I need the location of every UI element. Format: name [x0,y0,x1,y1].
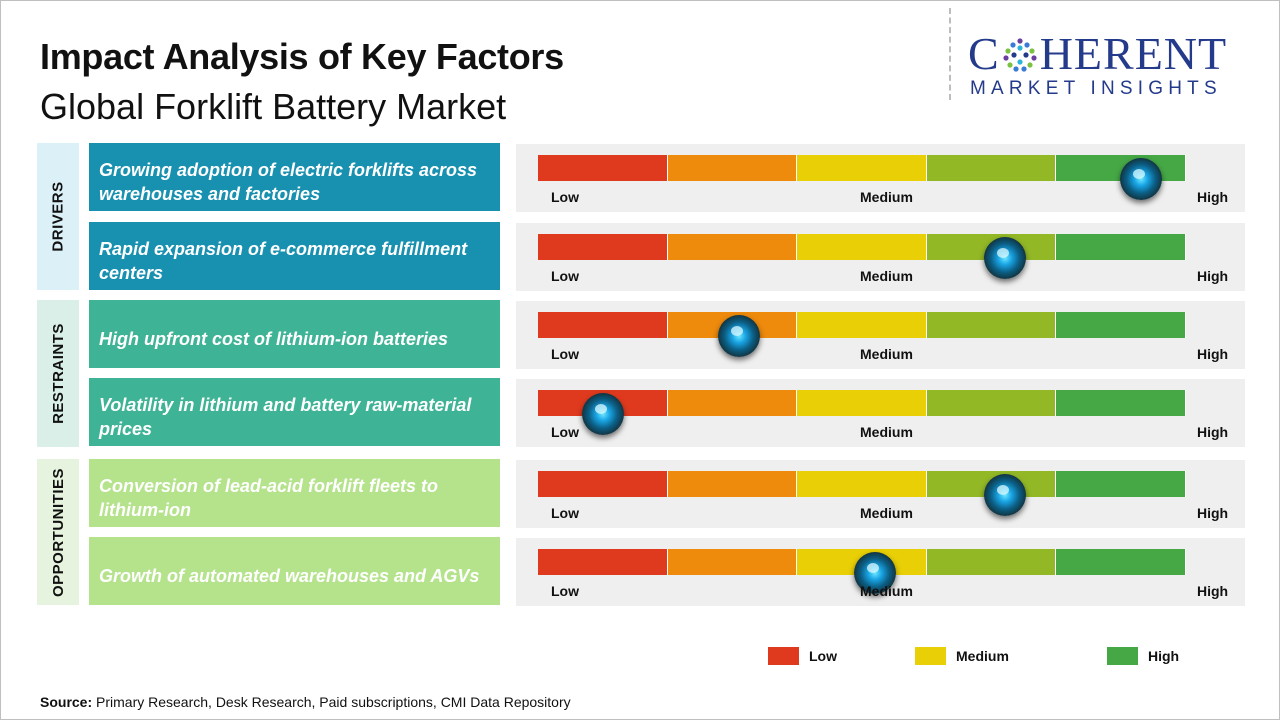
scale-label-medium: Medium [860,268,913,284]
impact-bar-segment [667,549,798,575]
impact-bar [538,471,1186,516]
scale-label-low: Low [551,346,579,362]
scale-label-medium: Medium [860,346,913,362]
category-restraints: RESTRAINTS [37,300,79,447]
impact-bar-segment [926,312,1057,338]
impact-bar-segment [926,549,1057,575]
scale-label-medium: Medium [860,424,913,440]
scale-label-high: High [1197,189,1229,205]
impact-bar-segment [797,312,927,338]
legend-label-high: High [1148,648,1180,664]
impact-marker-knob [983,237,1026,279]
impact-bar-segment [538,312,668,338]
logo-wordmark: C HERENT [968,30,1227,78]
impact-bar-segment [538,155,668,181]
impact-bar [538,549,1186,594]
header-divider [949,8,951,100]
logo-letters-rest: HERENT [1039,28,1228,79]
impact-bar-segment [797,390,927,416]
impact-bar-segment [797,234,927,260]
impact-bar-segment [667,471,798,497]
scale-label-high: High [1197,505,1229,521]
impact-bar-segment [1056,390,1186,416]
impact-bar-segment [797,155,927,181]
impact-bar-segment [926,155,1057,181]
impact-bar-segment [926,390,1057,416]
impact-bar [538,390,1186,435]
impact-marker-knob [581,393,624,435]
category-restraints-label: RESTRAINTS [49,323,67,424]
factor-card: Volatility in lithium and battery raw-ma… [89,378,500,446]
impact-marker-knob [853,552,896,594]
source-note: Source: Primary Research, Desk Research,… [40,694,571,710]
scale-label-high: High [1197,583,1229,599]
impact-gauge: Low Medium High [516,301,1245,369]
legend-swatch-medium [915,647,946,665]
impact-bar-segment [1056,471,1186,497]
scale-label-medium: Medium [860,505,913,521]
logo-letter-c: C [968,28,1000,79]
legend-swatch-high [1107,647,1138,665]
page-title: Impact Analysis of Key Factors [40,36,564,77]
scale-label-low: Low [551,424,579,440]
impact-bar-segment [1056,234,1186,260]
impact-bar [538,155,1186,200]
impact-bar-segment [667,390,798,416]
impact-marker-knob [983,474,1026,516]
factor-card: High upfront cost of lithium-ion batteri… [89,300,500,368]
impact-bar-segment [667,155,798,181]
factor-card: Conversion of lead-acid forklift fleets … [89,459,500,527]
category-opportunities: OPPORTUNITIES [37,459,79,605]
source-text: Primary Research, Desk Research, Paid su… [96,694,571,710]
scale-label-high: High [1197,346,1229,362]
impact-bar [538,312,1186,357]
scale-label-medium: Medium [860,583,913,599]
scale-label-low: Low [551,189,579,205]
scale-label-medium: Medium [860,189,913,205]
impact-bar-segment [538,234,668,260]
scale-label-low: Low [551,505,579,521]
scale-label-low: Low [551,583,579,599]
impact-bar-segment [797,471,927,497]
impact-bar-segment [538,549,668,575]
impact-marker-knob [1119,158,1162,200]
impact-bar-segment [667,234,798,260]
impact-gauge: Low Medium High [516,223,1245,291]
factor-card: Growth of automated warehouses and AGVs [89,537,500,605]
factor-card: Growing adoption of electric forklifts a… [89,143,500,211]
category-drivers: DRIVERS [37,143,79,290]
impact-gauge: Low Medium High [516,379,1245,447]
legend-swatch-low [768,647,799,665]
page-subtitle: Global Forklift Battery Market [40,86,507,127]
impact-gauge: Low Medium High [516,144,1245,212]
legend-label-medium: Medium [956,648,1009,664]
impact-bar-segment [538,471,668,497]
source-prefix: Source: [40,694,93,710]
scale-label-high: High [1197,424,1229,440]
coherent-logo: C HERENT MARKET INSIGHTS [968,30,1268,102]
impact-marker-knob [717,315,760,357]
impact-gauge: Low Medium High [516,460,1245,528]
category-drivers-label: DRIVERS [49,181,67,252]
scale-label-high: High [1197,268,1229,284]
scale-label-low: Low [551,268,579,284]
impact-bar-segment [1056,312,1186,338]
factor-card: Rapid expansion of e-commerce fulfillmen… [89,222,500,290]
impact-bar-segment [1056,549,1186,575]
logo-dot-grid-icon [1003,38,1037,72]
logo-tagline: MARKET INSIGHTS [970,78,1222,99]
category-opportunities-label: OPPORTUNITIES [49,467,67,597]
impact-bar [538,234,1186,279]
legend-label-low: Low [809,648,837,664]
impact-gauge: Low Medium High [516,538,1245,606]
